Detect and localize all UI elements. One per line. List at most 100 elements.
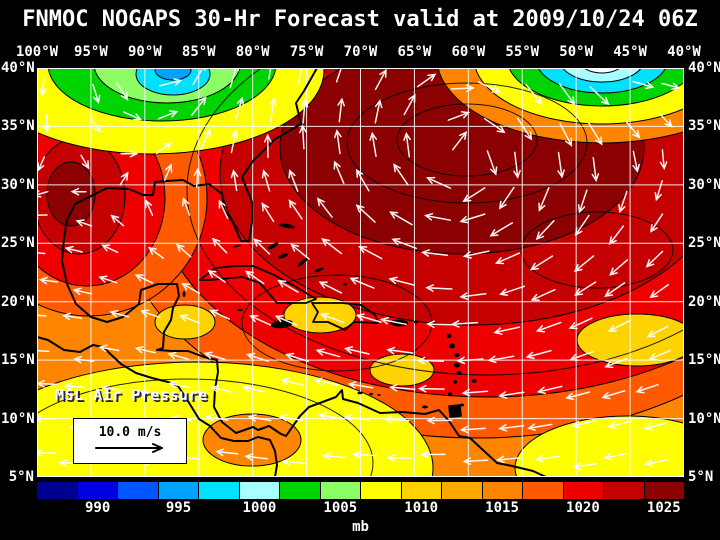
colorbar-segment: [442, 482, 483, 499]
wind-arrow: [577, 189, 588, 214]
wind-arrow: [321, 238, 343, 255]
wind-arrow: [355, 168, 370, 192]
wind-arrow: [573, 281, 597, 296]
colorbar-segment: [77, 482, 118, 499]
wind-arrow: [650, 213, 664, 233]
wind-arrow: [648, 349, 671, 361]
wind-arrow: [61, 312, 83, 321]
wind-arrow: [210, 385, 234, 393]
island: [297, 257, 309, 267]
wind-arrow: [536, 385, 563, 395]
wind-arrow: [288, 199, 303, 220]
wind-arrow: [607, 420, 632, 429]
wind-arrow: [333, 160, 345, 185]
island: [233, 244, 241, 248]
wind-arrow: [369, 131, 378, 158]
wind-arrow: [181, 283, 201, 295]
colorbar-tick: 1015: [485, 500, 519, 516]
island: [343, 282, 347, 286]
wind-arrow: [147, 246, 165, 259]
wind-arrow: [241, 384, 266, 393]
coastline-layer: [36, 67, 547, 478]
wind-arrow: [123, 111, 143, 121]
wind-arrow: [559, 122, 573, 147]
wind-arrow: [75, 219, 93, 227]
island: [279, 223, 295, 229]
colorbar-unit: mb: [352, 519, 369, 535]
colorbar-tick: 1020: [566, 500, 600, 516]
wind-arrow: [200, 128, 211, 150]
lon-axis-label: 95°W: [74, 44, 108, 60]
wind-arrow: [119, 171, 129, 186]
wind-arrow: [42, 114, 51, 133]
coastline: [61, 67, 547, 478]
coastline: [311, 302, 379, 331]
wind-arrow: [601, 390, 626, 400]
wind-arrow: [337, 97, 345, 123]
colorbar-tick: 1000: [242, 500, 277, 516]
pressure-contour-region: [154, 304, 216, 340]
wind-arrow: [120, 149, 139, 158]
wind-arrow: [450, 320, 479, 328]
lat-axis-label-left: 10°N: [1, 410, 35, 427]
wind-arrow: [403, 131, 411, 158]
wind-arrow: [333, 129, 342, 155]
wind-arrow: [358, 246, 383, 260]
wind-arrow: [290, 243, 310, 260]
wind-arrow: [253, 238, 271, 255]
wind-arrow: [355, 204, 376, 223]
lat-axis-label-left: 30°N: [1, 176, 35, 193]
wind-arrow: [416, 73, 437, 88]
wind-arrow: [277, 279, 299, 293]
latlon-grid-layer: [37, 68, 684, 477]
colorbar-tick: 1025: [646, 500, 681, 516]
lat-axis-label-left: 20°N: [1, 293, 35, 310]
wind-arrow: [347, 381, 374, 389]
lat-axis-label-right: 30°N: [688, 176, 720, 193]
wind-arrow: [38, 276, 59, 285]
colorbar-segment: [239, 482, 280, 499]
wind-arrow: [134, 346, 157, 354]
wind-arrow: [489, 222, 514, 237]
wind-arrow: [159, 78, 183, 87]
wind-arrow: [110, 214, 125, 227]
colorbar-segment: [320, 482, 361, 499]
wind-arrow: [659, 149, 668, 171]
colorbar-segment: [523, 482, 564, 499]
wind-arrow: [383, 415, 410, 424]
wind-arrow: [426, 176, 452, 189]
wind-arrow: [557, 151, 565, 179]
wind-arrow: [461, 388, 489, 397]
island: [414, 320, 418, 324]
wind-arrow: [205, 413, 229, 422]
wind-arrow: [263, 133, 272, 159]
wind-arrow: [215, 448, 239, 457]
wind-arrow: [261, 202, 275, 223]
wind-arrow: [452, 130, 468, 151]
wind-arrow: [425, 284, 453, 292]
wind-arrow: [318, 281, 343, 294]
wind-arrow: [604, 357, 628, 369]
wind-arrow: [209, 309, 231, 320]
colorbar-segment: [563, 482, 604, 499]
lat-axis-label-right: 35°N: [688, 118, 720, 135]
wind-arrow: [530, 288, 556, 302]
colorbar-segment: [644, 482, 684, 499]
wind-arrow: [64, 245, 83, 254]
wind-arrow: [134, 274, 154, 284]
colorbar-segment: [604, 482, 645, 499]
island: [454, 362, 460, 368]
wind-arrow: [658, 112, 673, 128]
wind-arrow: [516, 117, 533, 141]
wind-scale-label: 10.0 m/s: [98, 424, 162, 440]
island: [357, 391, 363, 395]
wind-arrow: [193, 167, 202, 188]
wind-arrow: [247, 414, 272, 422]
wind-arrow: [278, 413, 304, 422]
wind-arrow: [230, 169, 239, 192]
island: [369, 392, 373, 396]
wind-arrow: [261, 169, 271, 192]
lon-axis-label: 85°W: [181, 44, 216, 60]
colorbar-tick: 1005: [323, 500, 358, 516]
